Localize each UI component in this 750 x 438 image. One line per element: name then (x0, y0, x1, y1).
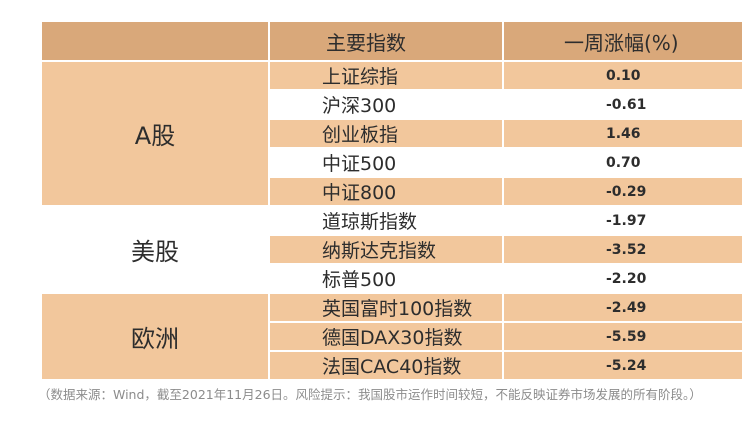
weekly-change: -5.59 (502, 321, 744, 352)
index-weekly-change-table: 主要指数 一周涨幅(%) A股 上证综指 0.10 沪深300 -0.61 创业… (40, 20, 744, 381)
weekly-change: 1.46 (502, 118, 744, 149)
index-name: 法国CAC40指数 (268, 350, 504, 381)
table-row: 欧洲 英国富时100指数 -2.49 (40, 292, 744, 381)
weekly-change: -5.24 (502, 350, 744, 381)
index-name: 道琼斯指数 (268, 205, 504, 236)
source-footnote: （数据来源：Wind，截至2021年11月26日。风险提示：我国股市运作时间较短… (38, 387, 702, 402)
index-name: 创业板指 (268, 118, 504, 149)
index-name: 上证综指 (268, 60, 504, 91)
header-row: 主要指数 一周涨幅(%) (40, 20, 744, 62)
index-name: 英国富时100指数 (268, 292, 504, 323)
header-change: 一周涨幅(%) (502, 20, 744, 62)
index-name: 中证500 (268, 147, 504, 178)
weekly-change: -0.61 (502, 89, 744, 120)
weekly-change: 0.10 (502, 60, 744, 91)
index-name: 沪深300 (268, 89, 504, 120)
index-name: 中证800 (268, 176, 504, 207)
table-row: A股 上证综指 0.10 (40, 60, 744, 207)
index-name: 德国DAX30指数 (268, 321, 504, 352)
table-row: 创业板指 1.46 (41, 118, 744, 149)
table-row: 标普500 -2.20 (41, 263, 744, 294)
weekly-change: -0.29 (502, 176, 744, 207)
weekly-change: -2.49 (502, 292, 744, 323)
table-row: 法国CAC40指数 -5.24 (41, 350, 744, 381)
index-name: 纳斯达克指数 (268, 234, 504, 265)
weekly-change: -1.97 (502, 205, 744, 236)
header-market (40, 20, 270, 62)
market-cell-us: 美股 (40, 205, 270, 294)
table-row: 美股 道琼斯指数 -1.97 (40, 205, 744, 294)
table-row: 中证800 -0.29 (41, 176, 744, 207)
table-row: 中证500 0.70 (41, 147, 744, 178)
index-name: 标普500 (268, 263, 504, 294)
table-row: 纳斯达克指数 -3.52 (41, 234, 744, 265)
weekly-change: -2.20 (502, 263, 744, 294)
header-index: 主要指数 (268, 20, 504, 62)
market-cell-europe: 欧洲 (40, 292, 270, 381)
weekly-change: 0.70 (502, 147, 744, 178)
weekly-change: -3.52 (502, 234, 744, 265)
table-row: 沪深300 -0.61 (41, 89, 744, 120)
table-row: 德国DAX30指数 -5.59 (41, 321, 744, 352)
market-cell-a-share: A股 (40, 60, 270, 207)
